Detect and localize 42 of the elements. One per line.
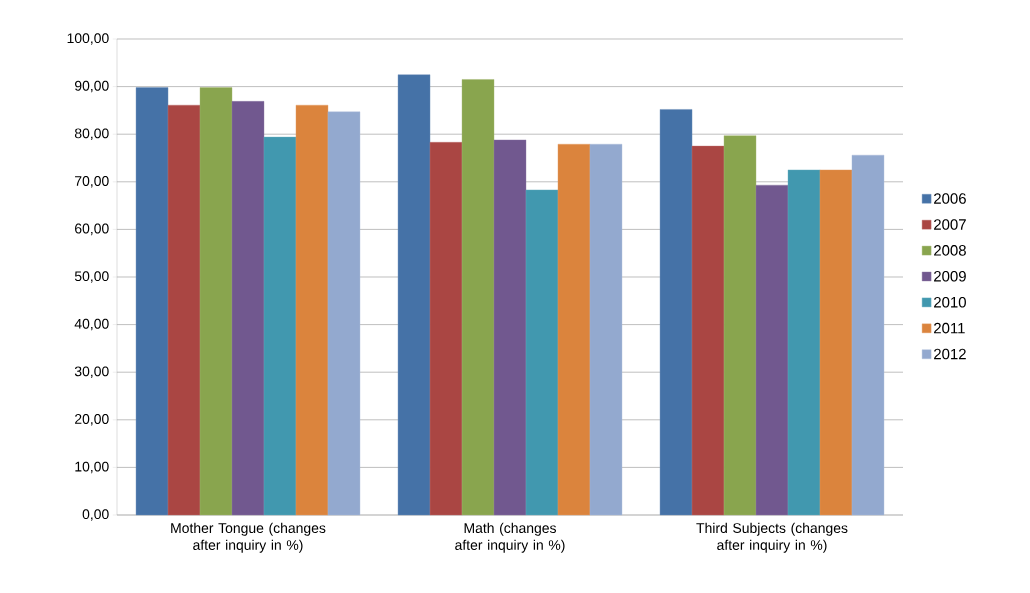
bar	[461, 79, 495, 516]
legend-label: 2012	[934, 348, 966, 360]
bar	[263, 136, 297, 516]
x-tick-label: Mother Tongue (changes after inquiry in %)	[171, 522, 326, 553]
bar	[557, 143, 591, 516]
bar	[327, 111, 361, 516]
legend-label: 2007	[934, 219, 966, 230]
legend-label: 2006	[934, 193, 966, 204]
legend-label: 2011	[934, 322, 965, 334]
y-tick-label: 80,00	[74, 128, 109, 140]
bar	[167, 104, 201, 516]
y-tick-label: 20,00	[75, 414, 109, 426]
bar	[787, 169, 821, 516]
legend-label: 2009	[934, 271, 966, 282]
y-tick-label: 100,00	[67, 33, 109, 45]
bar	[851, 154, 885, 516]
x-tick-label: Third Subjects (changes after inquiry in %)	[696, 522, 848, 553]
y-tick-label: 70,00	[75, 176, 109, 188]
bar	[397, 74, 431, 516]
bar	[589, 143, 623, 516]
bar	[755, 184, 789, 516]
y-tick-label: 90,00	[74, 80, 109, 93]
bar	[819, 169, 853, 516]
x-tick-label: Math (changes after inquiry in %)	[455, 522, 565, 553]
y-tick-label: 60,00	[75, 223, 109, 236]
bar	[231, 101, 265, 516]
bar	[135, 87, 169, 516]
bar	[493, 139, 527, 516]
bar	[429, 142, 463, 516]
bar	[723, 135, 757, 516]
bar	[199, 87, 233, 516]
y-tick-label: 0,00	[82, 509, 109, 521]
bar	[295, 104, 329, 516]
y-tick-label: 10,00	[75, 461, 109, 474]
y-tick-label: 50,00	[74, 271, 109, 283]
bar	[691, 145, 725, 516]
y-tick-label: 30,00	[74, 366, 109, 378]
bar	[659, 109, 693, 516]
legend-label: 2010	[934, 296, 966, 308]
y-tick-label: 40,00	[74, 318, 109, 331]
bar	[525, 189, 559, 516]
legend-label: 2008	[934, 245, 966, 256]
